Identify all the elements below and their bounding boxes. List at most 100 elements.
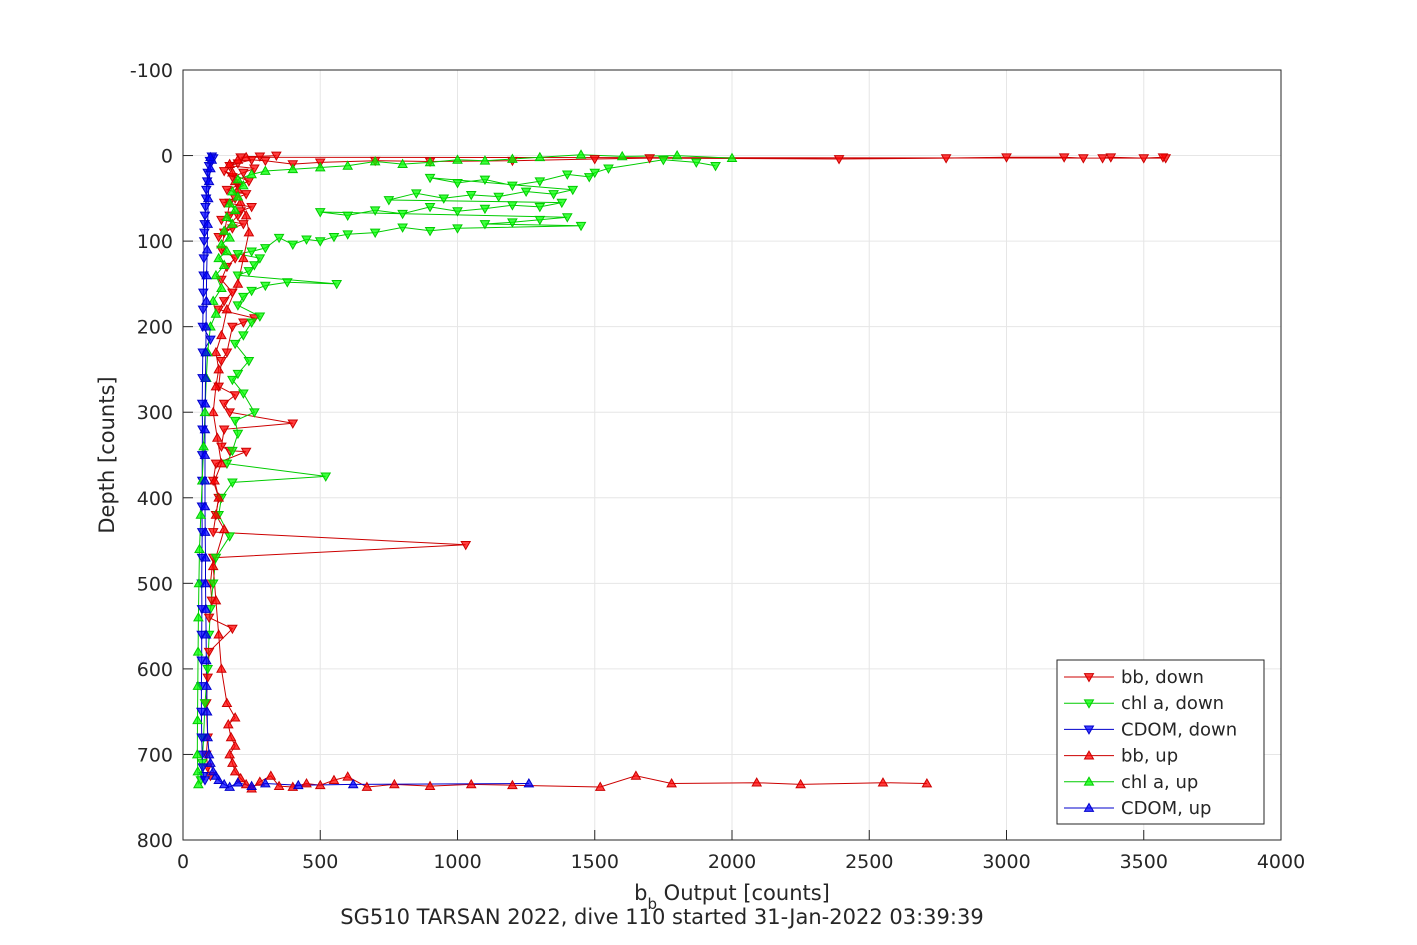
data-point-cdom_up: [199, 449, 211, 459]
data-point-cdom_up: [202, 731, 214, 742]
y-axis-ticks: -100 0 100 200 300 400 500 600 700 800: [130, 60, 193, 852]
x-tick-label: 1500: [571, 851, 619, 873]
data-point-chl_down: [369, 206, 381, 216]
legend-marker-bb_up: [1083, 750, 1095, 760]
data-point-chl_up: [221, 211, 233, 222]
data-point-bb_up: [227, 757, 238, 767]
legend-marker-bb_down: [1083, 673, 1095, 683]
y-tick-label: 200: [137, 317, 173, 339]
data-point-chl_down: [383, 196, 395, 206]
data-point-bb_down: [218, 399, 230, 410]
data-point-chl_down: [690, 158, 702, 168]
data-point-cdom_up: [207, 766, 219, 776]
data-point-chl_down: [259, 244, 271, 254]
data-point-cdom_down: [205, 335, 216, 346]
data-point-chl_down: [238, 331, 249, 341]
data-point-chl_down: [238, 389, 249, 399]
data-point-cdom_up: [347, 778, 359, 789]
x-axis-label-subscript: b: [647, 895, 657, 913]
data-point-cdom_up: [202, 218, 214, 228]
data-point-bb_down: [240, 447, 252, 458]
data-point-chl_down: [561, 170, 573, 180]
data-point-bb_down: [1097, 154, 1108, 164]
data-point-chl_up: [424, 156, 436, 167]
data-point-chl_up: [479, 155, 491, 165]
data-point-bb_up: [221, 304, 233, 314]
data-point-chl_down: [493, 192, 505, 203]
data-point-chl_up: [221, 245, 233, 256]
data-point-chl_down: [507, 218, 518, 228]
data-point-bb_up: [666, 778, 677, 788]
data-point-bb_up: [240, 778, 252, 789]
data-point-chl_down: [452, 224, 463, 234]
data-point-bb_up: [216, 663, 227, 673]
data-point-chl_down: [232, 301, 244, 311]
data-point-cdom_down: [199, 228, 210, 239]
data-point-cdom_up: [205, 162, 216, 173]
data-point-bb_down: [240, 190, 252, 200]
data-point-chl_down: [342, 230, 354, 240]
x-tick-label: 3500: [1120, 851, 1168, 873]
data-point-bb_down: [259, 156, 271, 167]
data-point-chl_down: [548, 190, 559, 200]
data-point-cdom_up: [199, 398, 211, 408]
data-point-bb_up: [424, 780, 436, 790]
data-point-chl_up: [229, 204, 241, 215]
legend-label-bb_down: bb, down: [1121, 667, 1204, 688]
data-point-bb_down: [460, 540, 472, 551]
data-point-chl_down: [238, 292, 249, 303]
data-point-bb_up: [795, 778, 806, 789]
data-point-bb_down: [833, 155, 845, 165]
data-point-chl_up: [227, 218, 238, 228]
x-tick-label: 3000: [982, 851, 1030, 873]
data-point-bb_down: [589, 155, 601, 165]
data-point-cdom_up: [292, 779, 304, 790]
data-point-bb_down: [218, 425, 230, 435]
data-point-bb_up: [465, 778, 477, 789]
data-point-cdom_up: [200, 629, 212, 639]
legend-marker-cdom_down: [1083, 725, 1095, 735]
data-point-bb_up: [213, 492, 225, 502]
y-tick-label: 300: [137, 402, 173, 424]
data-point-chl_up: [193, 778, 204, 789]
data-point-cdom_up: [200, 321, 212, 331]
data-point-chl_up: [238, 179, 249, 190]
data-point-chl_down: [567, 185, 579, 196]
data-point-bb_up: [301, 778, 312, 788]
data-point-chl_down: [520, 187, 532, 197]
data-point-chl_down: [314, 208, 326, 218]
y-tick-label: 600: [137, 659, 173, 681]
data-point-chl_down: [232, 429, 244, 440]
data-point-bb_down: [207, 528, 219, 538]
data-point-chl_up: [227, 185, 238, 196]
data-point-chl_up: [210, 308, 222, 318]
data-point-bb_down: [1077, 154, 1089, 164]
data-point-bb_up: [229, 766, 241, 776]
data-point-bb_up: [227, 167, 238, 177]
data-point-bb_up: [207, 406, 219, 417]
data-point-bb_down: [287, 419, 299, 429]
data-point-bb_up: [507, 779, 518, 790]
x-tick-label: 1000: [433, 851, 481, 873]
data-point-cdom_down: [196, 707, 207, 718]
data-point-bb_up: [243, 227, 255, 237]
legend-box: [1056, 659, 1265, 825]
data-point-chl_down: [658, 155, 669, 166]
data-point-cdom_up: [200, 295, 212, 305]
data-point-chl_up: [218, 225, 230, 235]
data-point-chl_down: [243, 357, 255, 367]
data-point-chl_up: [192, 680, 204, 690]
data-point-chl_up: [224, 232, 236, 242]
data-point-chl_down: [246, 318, 257, 328]
data-point-chl_up: [191, 748, 203, 759]
data-point-bb_down: [224, 408, 236, 418]
data-point-chl_down: [229, 339, 241, 350]
data-point-chl_down: [259, 281, 271, 292]
data-point-chl_up: [192, 766, 204, 776]
data-point-chl_up: [198, 440, 209, 451]
data-point-cdom_up: [205, 757, 216, 767]
data-point-bb_up: [210, 509, 222, 519]
legend-label-cdom_up: CDOM, up: [1121, 798, 1211, 819]
data-point-chl_up: [232, 191, 244, 201]
data-point-bb_down: [238, 168, 249, 179]
